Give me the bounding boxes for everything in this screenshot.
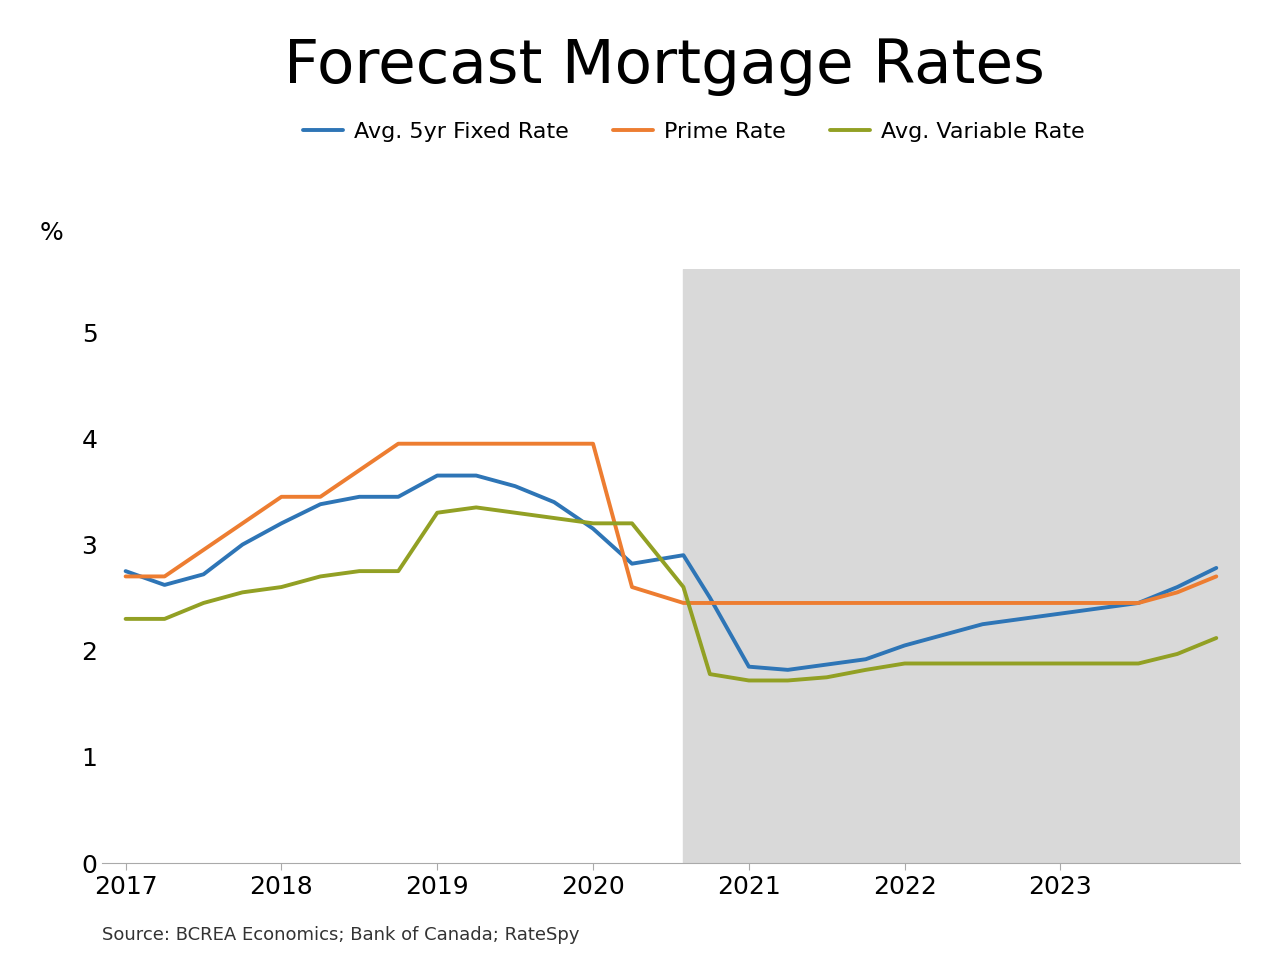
Avg. Variable Rate xyxy=(391,566,406,577)
Prime Rate xyxy=(625,581,640,593)
Prime Rate xyxy=(507,438,523,450)
Avg. 5yr Fixed Rate xyxy=(1209,562,1224,573)
Avg. Variable Rate xyxy=(273,581,289,593)
Prime Rate xyxy=(897,597,912,609)
Prime Rate xyxy=(157,571,173,582)
Avg. 5yr Fixed Rate xyxy=(507,480,523,492)
Prime Rate xyxy=(1013,597,1029,609)
Avg. Variable Rate xyxy=(975,658,990,669)
Text: Source: BCREA Economics; Bank of Canada; RateSpy: Source: BCREA Economics; Bank of Canada;… xyxy=(102,925,580,944)
Avg. 5yr Fixed Rate xyxy=(1053,608,1068,620)
Avg. 5yr Fixed Rate xyxy=(313,499,328,510)
Avg. Variable Rate xyxy=(196,597,211,609)
Prime Rate xyxy=(469,438,484,450)
Prime Rate xyxy=(935,597,951,609)
Bar xyxy=(684,269,1240,863)
Avg. 5yr Fixed Rate xyxy=(741,661,757,672)
Avg. 5yr Fixed Rate xyxy=(1091,602,1107,614)
Prime Rate xyxy=(118,571,133,582)
Avg. 5yr Fixed Rate xyxy=(235,539,250,550)
Prime Rate xyxy=(429,438,445,450)
Prime Rate xyxy=(196,544,211,555)
Text: Forecast Mortgage Rates: Forecast Mortgage Rates xyxy=(284,36,1045,96)
Avg. 5yr Fixed Rate xyxy=(157,579,173,591)
Avg. 5yr Fixed Rate xyxy=(858,653,873,665)
Avg. 5yr Fixed Rate xyxy=(935,629,951,641)
Prime Rate xyxy=(858,597,873,609)
Avg. Variable Rate xyxy=(313,571,328,582)
Avg. 5yr Fixed Rate xyxy=(819,659,835,670)
Avg. 5yr Fixed Rate xyxy=(702,592,717,603)
Avg. 5yr Fixed Rate xyxy=(1169,581,1185,593)
Prime Rate xyxy=(819,597,835,609)
Line: Prime Rate: Prime Rate xyxy=(125,444,1217,603)
Prime Rate xyxy=(1209,571,1224,582)
Avg. Variable Rate xyxy=(1131,658,1146,669)
Prime Rate xyxy=(676,597,691,609)
Prime Rate xyxy=(1131,597,1146,609)
Avg. 5yr Fixed Rate xyxy=(469,470,484,481)
Prime Rate xyxy=(351,464,367,476)
Avg. 5yr Fixed Rate xyxy=(351,491,367,503)
Prime Rate xyxy=(975,597,990,609)
Avg. Variable Rate xyxy=(780,675,795,687)
Prime Rate xyxy=(391,438,406,450)
Avg. Variable Rate xyxy=(858,664,873,675)
Prime Rate xyxy=(1169,587,1185,598)
Avg. 5yr Fixed Rate xyxy=(676,550,691,561)
Avg. Variable Rate xyxy=(897,658,912,669)
Avg. Variable Rate xyxy=(1013,658,1029,669)
Avg. Variable Rate xyxy=(1091,658,1107,669)
Avg. Variable Rate xyxy=(702,668,717,680)
Line: Avg. 5yr Fixed Rate: Avg. 5yr Fixed Rate xyxy=(125,476,1217,669)
Avg. 5yr Fixed Rate xyxy=(429,470,445,481)
Avg. Variable Rate xyxy=(157,613,173,624)
Avg. 5yr Fixed Rate xyxy=(273,518,289,529)
Avg. 5yr Fixed Rate xyxy=(391,491,406,503)
Prime Rate xyxy=(741,597,757,609)
Avg. Variable Rate xyxy=(429,507,445,519)
Avg. Variable Rate xyxy=(625,518,640,529)
Prime Rate xyxy=(273,491,289,503)
Avg. Variable Rate xyxy=(118,613,133,624)
Avg. 5yr Fixed Rate xyxy=(196,569,211,580)
Avg. 5yr Fixed Rate xyxy=(1131,597,1146,609)
Avg. 5yr Fixed Rate xyxy=(118,566,133,577)
Avg. Variable Rate xyxy=(1209,632,1224,643)
Avg. 5yr Fixed Rate xyxy=(585,523,601,534)
Prime Rate xyxy=(235,518,250,529)
Prime Rate xyxy=(702,597,717,609)
Legend: Avg. 5yr Fixed Rate, Prime Rate, Avg. Variable Rate: Avg. 5yr Fixed Rate, Prime Rate, Avg. Va… xyxy=(294,113,1094,151)
Avg. Variable Rate xyxy=(469,502,484,513)
Avg. 5yr Fixed Rate xyxy=(975,619,990,630)
Avg. Variable Rate xyxy=(741,675,757,687)
Avg. Variable Rate xyxy=(676,581,691,593)
Avg. 5yr Fixed Rate xyxy=(897,640,912,651)
Avg. Variable Rate xyxy=(1169,648,1185,660)
Line: Avg. Variable Rate: Avg. Variable Rate xyxy=(125,507,1217,681)
Avg. Variable Rate xyxy=(819,671,835,683)
Prime Rate xyxy=(547,438,562,450)
Prime Rate xyxy=(585,438,601,450)
Prime Rate xyxy=(780,597,795,609)
Avg. 5yr Fixed Rate xyxy=(780,664,795,675)
Avg. 5yr Fixed Rate xyxy=(1013,613,1029,624)
Avg. Variable Rate xyxy=(507,507,523,519)
Avg. Variable Rate xyxy=(935,658,951,669)
Avg. Variable Rate xyxy=(547,512,562,524)
Avg. Variable Rate xyxy=(351,566,367,577)
Avg. 5yr Fixed Rate xyxy=(547,497,562,508)
Avg. Variable Rate xyxy=(1053,658,1068,669)
Avg. Variable Rate xyxy=(585,518,601,529)
Avg. Variable Rate xyxy=(235,587,250,598)
Text: %: % xyxy=(40,221,64,245)
Prime Rate xyxy=(1053,597,1068,609)
Prime Rate xyxy=(313,491,328,503)
Prime Rate xyxy=(1091,597,1107,609)
Avg. 5yr Fixed Rate xyxy=(625,558,640,570)
